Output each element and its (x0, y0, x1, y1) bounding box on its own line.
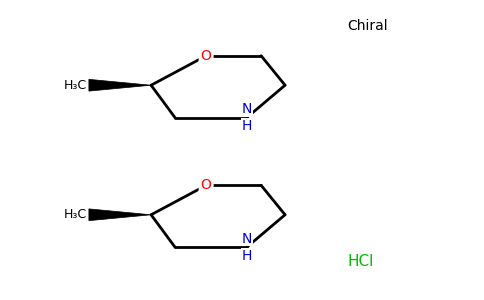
Text: H: H (242, 249, 252, 262)
Polygon shape (89, 79, 151, 91)
Text: O: O (201, 178, 212, 192)
Polygon shape (89, 209, 151, 221)
Text: O: O (201, 49, 212, 63)
Text: HCl: HCl (347, 254, 374, 269)
Text: H₃C: H₃C (63, 208, 87, 221)
Text: Chiral: Chiral (347, 19, 388, 33)
Text: N: N (242, 102, 252, 116)
Text: H₃C: H₃C (63, 79, 87, 92)
Text: H: H (242, 119, 252, 133)
Text: N: N (242, 232, 252, 246)
